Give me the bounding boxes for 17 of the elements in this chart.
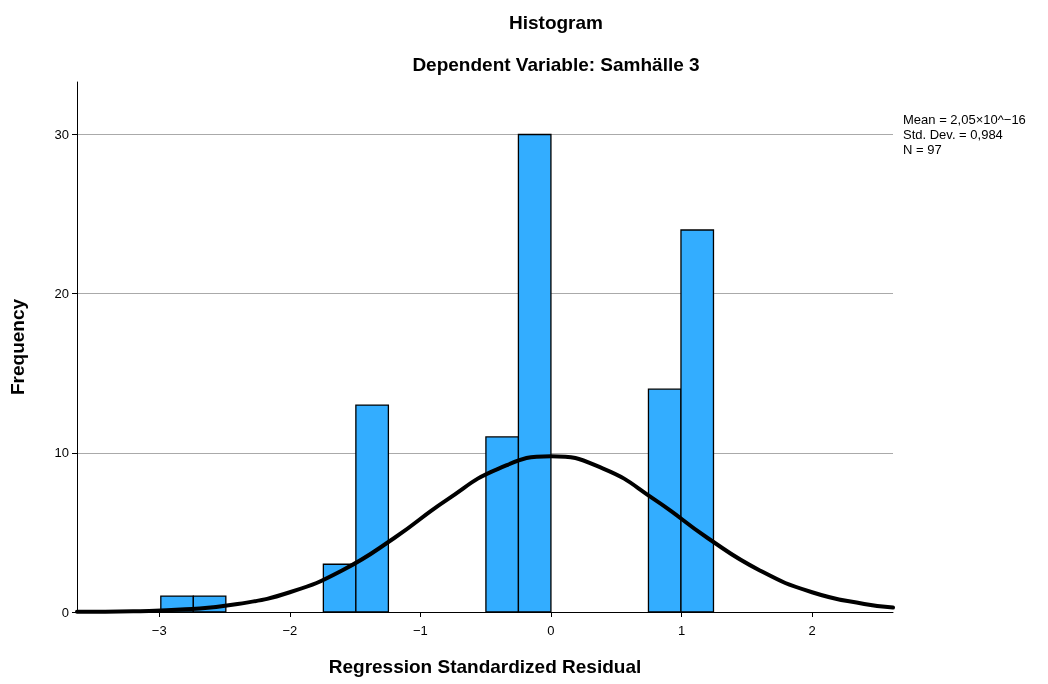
text: Mean = 2,05×10^−16 — [903, 112, 1026, 127]
x-tick-label: −1 — [412, 623, 428, 638]
chart-subtitle: Dependent Variable: Samhälle 3 — [412, 54, 700, 75]
x-tick-label: 2 — [808, 623, 816, 638]
text: N = 97 — [903, 142, 942, 157]
x-tick-label: −2 — [282, 623, 298, 638]
y-tick-label: 20 — [54, 286, 69, 302]
x-tick-label: −3 — [151, 623, 167, 638]
y-tick-label: 30 — [54, 127, 69, 143]
x-tick-label: 1 — [677, 623, 686, 638]
text: Std. Dev. = 0,984 — [903, 127, 1003, 142]
y-tick-label: 0 — [61, 604, 69, 620]
x-axis-title: Regression Standardized Residual — [328, 656, 642, 677]
y-axis-title: Frequency — [7, 298, 28, 396]
x-tick-label: 0 — [547, 623, 555, 638]
y-tick-label: 10 — [54, 445, 69, 461]
chart-title: Histogram — [509, 12, 603, 33]
